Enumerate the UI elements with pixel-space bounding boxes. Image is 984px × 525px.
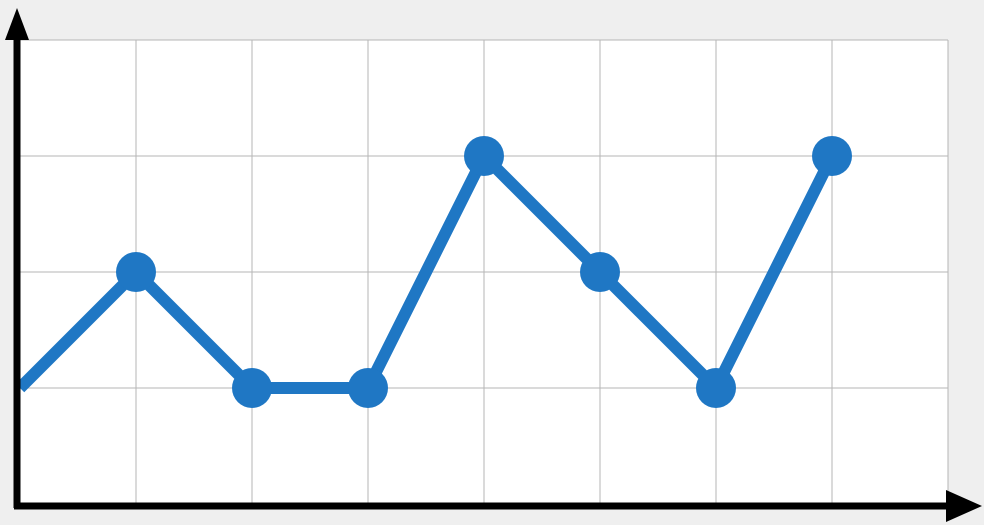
y-axis-arrow bbox=[5, 8, 29, 40]
axes bbox=[5, 8, 982, 522]
data-point bbox=[812, 136, 852, 176]
data-point bbox=[348, 368, 388, 408]
series-line bbox=[15, 150, 838, 394]
data-point bbox=[232, 368, 272, 408]
data-point bbox=[116, 252, 156, 292]
data-point bbox=[696, 368, 736, 408]
x-axis-arrow bbox=[946, 490, 982, 522]
data-point bbox=[464, 136, 504, 176]
series-layer bbox=[15, 136, 852, 408]
data-point bbox=[580, 252, 620, 292]
